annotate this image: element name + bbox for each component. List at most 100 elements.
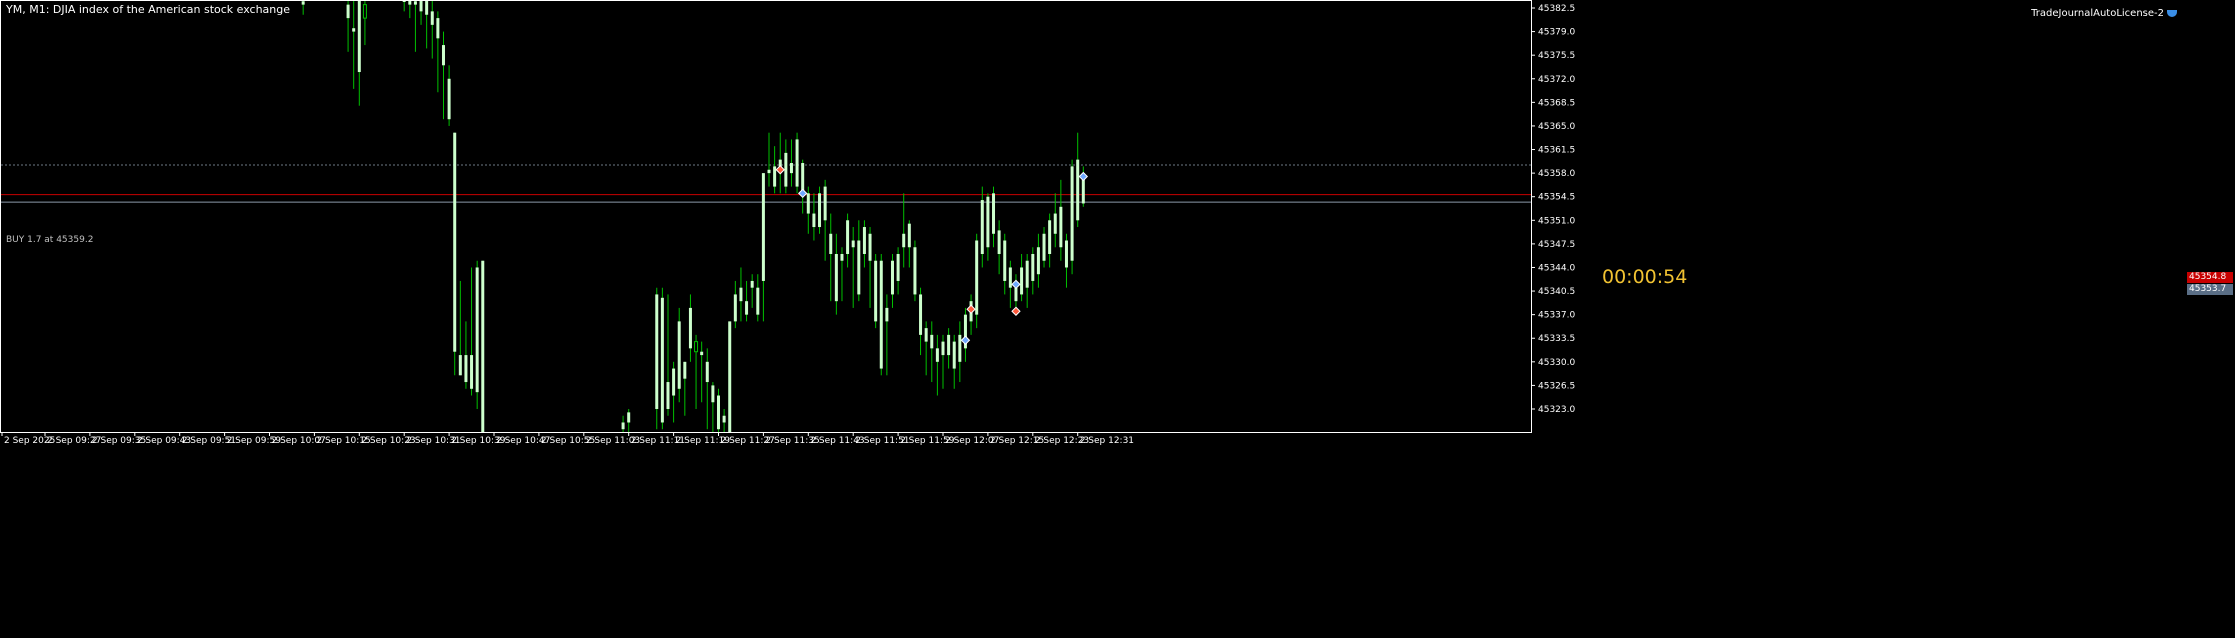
candle-body — [700, 351, 704, 356]
price-lines — [1, 164, 1531, 203]
x-tick-label: 2 Sep 10:15 — [316, 436, 370, 446]
candle-body — [1076, 159, 1080, 221]
candle-body — [728, 321, 732, 432]
candle-body — [352, 28, 356, 32]
y-tick-label: 45365.0 — [1538, 122, 1575, 132]
candle-body — [475, 267, 479, 393]
candle-body — [694, 341, 699, 353]
candle-body — [688, 307, 692, 349]
candle-body — [419, 1, 423, 12]
candle-body — [1059, 206, 1063, 248]
x-tick-label: 2 Sep 11:51 — [855, 436, 909, 446]
candle-body — [1020, 267, 1024, 295]
y-tick-label: 45340.5 — [1538, 287, 1575, 297]
chart-frame — [0, 0, 1532, 433]
candle-body — [672, 368, 676, 396]
candle-body — [1070, 166, 1074, 261]
candle-body — [430, 11, 434, 25]
candle-body — [1031, 253, 1035, 281]
candle-body — [711, 385, 715, 403]
x-tick-label: 2 Sep 12:23 — [1035, 436, 1089, 446]
x-tick-label: 2 Sep 12:31 — [1080, 436, 1134, 446]
buy-trade-mark — [775, 165, 785, 175]
candle-body — [705, 361, 709, 383]
candle-body — [784, 152, 788, 187]
candle-body — [1064, 240, 1068, 268]
x-tick-label: 2 Sep 10:39 — [451, 436, 506, 446]
candle-body — [992, 193, 996, 234]
candle-body — [829, 233, 833, 254]
candle-body — [795, 139, 799, 187]
candle-body — [812, 213, 816, 228]
candle-body — [1053, 213, 1057, 234]
candles — [301, 1, 1085, 432]
candle-body — [739, 287, 743, 302]
y-tick-label: 45368.5 — [1538, 98, 1575, 108]
candle-body — [677, 321, 681, 389]
candle-body — [919, 294, 923, 335]
x-tick-label: 2 Sep 09:35 — [92, 436, 146, 446]
x-tick-label: 2 Sep 10:31 — [406, 436, 460, 446]
y-tick-label: 45337.0 — [1538, 311, 1575, 321]
y-tick-label: 45333.5 — [1538, 334, 1575, 344]
x-tick-label: 2 Sep 09:59 — [227, 436, 282, 446]
candle-body — [722, 415, 726, 423]
x-tick-label: 2 Sep 11:11 — [631, 436, 685, 446]
candle-body — [913, 247, 917, 295]
candle-body — [301, 1, 305, 5]
candle-body — [453, 132, 457, 352]
candle-timer: 00:00:54 — [1602, 266, 1688, 288]
candle-body — [941, 341, 945, 356]
candle-body — [464, 355, 468, 383]
candle-body — [980, 200, 984, 254]
candle-body — [907, 223, 911, 248]
candle-body — [1008, 267, 1012, 288]
x-tick-label: 2 Sep 12:07 — [945, 436, 999, 446]
x-tick-label: 2 Sep 11:19 — [676, 436, 731, 446]
candle-body — [621, 422, 625, 430]
x-tick-label: 2 Sep 12:15 — [990, 436, 1044, 446]
y-tick-label: 45351.0 — [1538, 216, 1575, 226]
candle-body — [346, 4, 350, 19]
y-tick-label: 45354.5 — [1538, 193, 1575, 203]
candle-body — [408, 1, 412, 5]
sell-trade-mark — [1011, 279, 1021, 290]
y-tick-label: 45375.5 — [1538, 51, 1575, 61]
expert-advisor-label[interactable]: TradeJournalAutoLicense-2 — [2031, 8, 2177, 19]
price-axis: 45382.5 45379.0 45375.5 45372.0 45368.5 45365… — [1531, 4, 1575, 415]
candle-body — [851, 240, 855, 248]
x-tick-label: 2 Sep 10:55 — [541, 436, 595, 446]
x-tick-label: 2 Sep 11:59 — [900, 436, 955, 446]
candle-body — [896, 253, 900, 281]
candle-body — [806, 193, 810, 214]
candle-body — [660, 297, 664, 423]
x-tick-label: 2 Sep 11:43 — [810, 436, 864, 446]
candle-body — [789, 163, 793, 174]
candle-body — [1025, 260, 1029, 288]
candle-body — [986, 196, 990, 248]
candle-body — [733, 294, 737, 322]
bid-price-tag: 45354.8 — [2187, 272, 2233, 283]
candle-body — [666, 382, 670, 409]
y-tick-label: 45323.0 — [1538, 405, 1575, 415]
buy-trade-mark — [966, 304, 976, 314]
y-tick-label: 45379.0 — [1538, 28, 1575, 38]
candle-body — [862, 227, 866, 254]
candle-body — [823, 186, 827, 221]
sell-trade-mark — [1078, 171, 1089, 182]
candle-body — [885, 307, 889, 322]
sell-trade-mark — [960, 335, 971, 345]
candle-body — [655, 294, 659, 409]
candle-body — [952, 341, 956, 369]
buy-trade-mark — [1011, 306, 1021, 316]
candle-body — [890, 260, 894, 295]
sell-trade-mark — [797, 188, 808, 199]
hat-icon — [2167, 9, 2177, 17]
y-tick-label: 45347.5 — [1538, 240, 1575, 250]
candle-body — [834, 253, 838, 302]
candle-body — [1081, 173, 1085, 204]
x-tick-label: 2 Sep 09:27 — [47, 436, 101, 446]
candle-body — [1014, 287, 1018, 302]
